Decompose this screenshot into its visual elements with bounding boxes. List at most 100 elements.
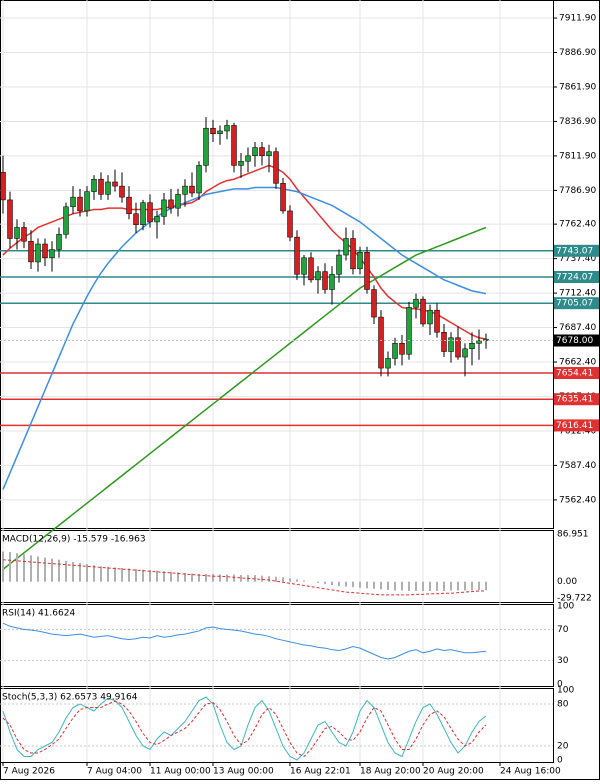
rsi-tick-label: 30 [557,656,569,666]
stoch-tick-label: 20 [557,742,569,752]
y-tick-label: 7712.40 [559,289,596,299]
y-tick-label: 7587.40 [559,461,596,471]
candle-body [7,199,13,239]
candle-body [217,130,223,134]
candle-body [21,227,27,242]
candle-body [476,340,482,344]
candle-body [273,151,279,184]
candle-body [343,238,349,256]
ma-line-fast [2,164,487,340]
candle-body [126,196,132,214]
y-tick-label: 7612.40 [559,426,596,436]
level-badge [554,367,599,380]
candle-body [49,249,55,259]
candle-body [175,194,181,209]
candle-body [448,337,454,352]
ma-line-mid [2,186,487,490]
rsi-tick-label: 70 [557,625,569,635]
level-badge [554,393,599,406]
x-tick-label: 16 Aug 22:01 [290,767,351,777]
candle-body [294,236,300,275]
candle-body [420,298,426,325]
y-tick-label: 7811.90 [559,151,596,161]
candle-body [105,181,111,195]
rsi-line [2,622,487,660]
candle-body [413,298,419,308]
y-tick-label: 7886.90 [559,48,596,58]
candle-body [245,155,251,162]
candle-body [462,348,468,358]
y-tick-label: 7911.90 [559,14,596,24]
level-label: 7724.07 [556,273,593,283]
candle-body [77,196,83,212]
candle-body [308,257,314,281]
candle-body [336,254,342,275]
candle-body [385,358,391,369]
rsi-title: RSI(14) 41.6624 [2,609,75,619]
x-tick-label: 13 Aug 00:00 [213,767,274,777]
candle-body [154,216,160,223]
candle-body [231,125,237,166]
x-tick-label: 11 Aug 00:00 [150,767,211,777]
candle-body [441,331,447,352]
stoch-tick-label: 80 [557,700,569,710]
candle-body [371,289,377,318]
level-badge [554,419,599,432]
candle-body [133,213,139,225]
x-tick-label: 7 Aug 2026 [3,767,55,777]
candle-body [161,199,167,217]
current-price-badge [554,334,599,347]
candle-body [84,191,90,212]
price-panel-frame [0,0,554,529]
candle-body [203,127,209,166]
x-tick-label: 20 Aug 20:00 [423,767,484,777]
candle-body [63,206,69,235]
level-badge [554,271,599,284]
candle-body [301,257,307,275]
x-tick-label: 18 Aug 20:00 [360,767,421,777]
candle-body [14,227,20,239]
stoch-d-line [2,700,487,758]
candle-body [238,161,244,166]
macd-tick-label: 0.00 [557,577,577,587]
stoch-tick-label: 0 [557,756,563,766]
y-tick-label: 7762.40 [559,220,596,230]
level-badge [554,244,599,257]
candle-body [35,243,41,263]
x-tick-label: 7 Aug 04:00 [87,767,142,777]
candle-body [252,147,258,157]
candle-body [434,309,440,333]
stoch-tick-label: 100 [557,686,574,696]
candle-body [42,243,48,259]
candle-body [210,127,216,134]
candle-body [70,196,76,208]
macd-signal-line [2,559,486,596]
candle-body [147,202,153,223]
candle-body [112,181,118,187]
level-label: 7705.07 [556,299,593,309]
ma-line-slow [2,226,487,570]
candle-body [378,316,384,369]
candle-body [322,271,328,290]
candle-body [399,343,405,355]
x-tick-label: 24 Aug 16:00 [500,767,561,777]
candle-body [140,202,146,225]
stoch-k-line [2,696,487,761]
y-tick-label: 7737.40 [559,254,596,264]
macd-tick-label: -29.722 [557,594,592,604]
y-tick-label: 7662.40 [559,358,596,368]
candle-body [196,165,202,194]
candle-body [357,252,363,270]
candle-body [364,252,370,290]
y-tick-label: 7836.90 [559,117,596,127]
candle-body [182,185,188,195]
candle-body [266,151,272,157]
candle-body [455,337,461,358]
y-tick-label: 7861.90 [559,82,596,92]
rsi-tick-label: 0 [557,680,563,690]
candle-body [469,343,475,350]
stoch-panel-frame [0,688,554,763]
